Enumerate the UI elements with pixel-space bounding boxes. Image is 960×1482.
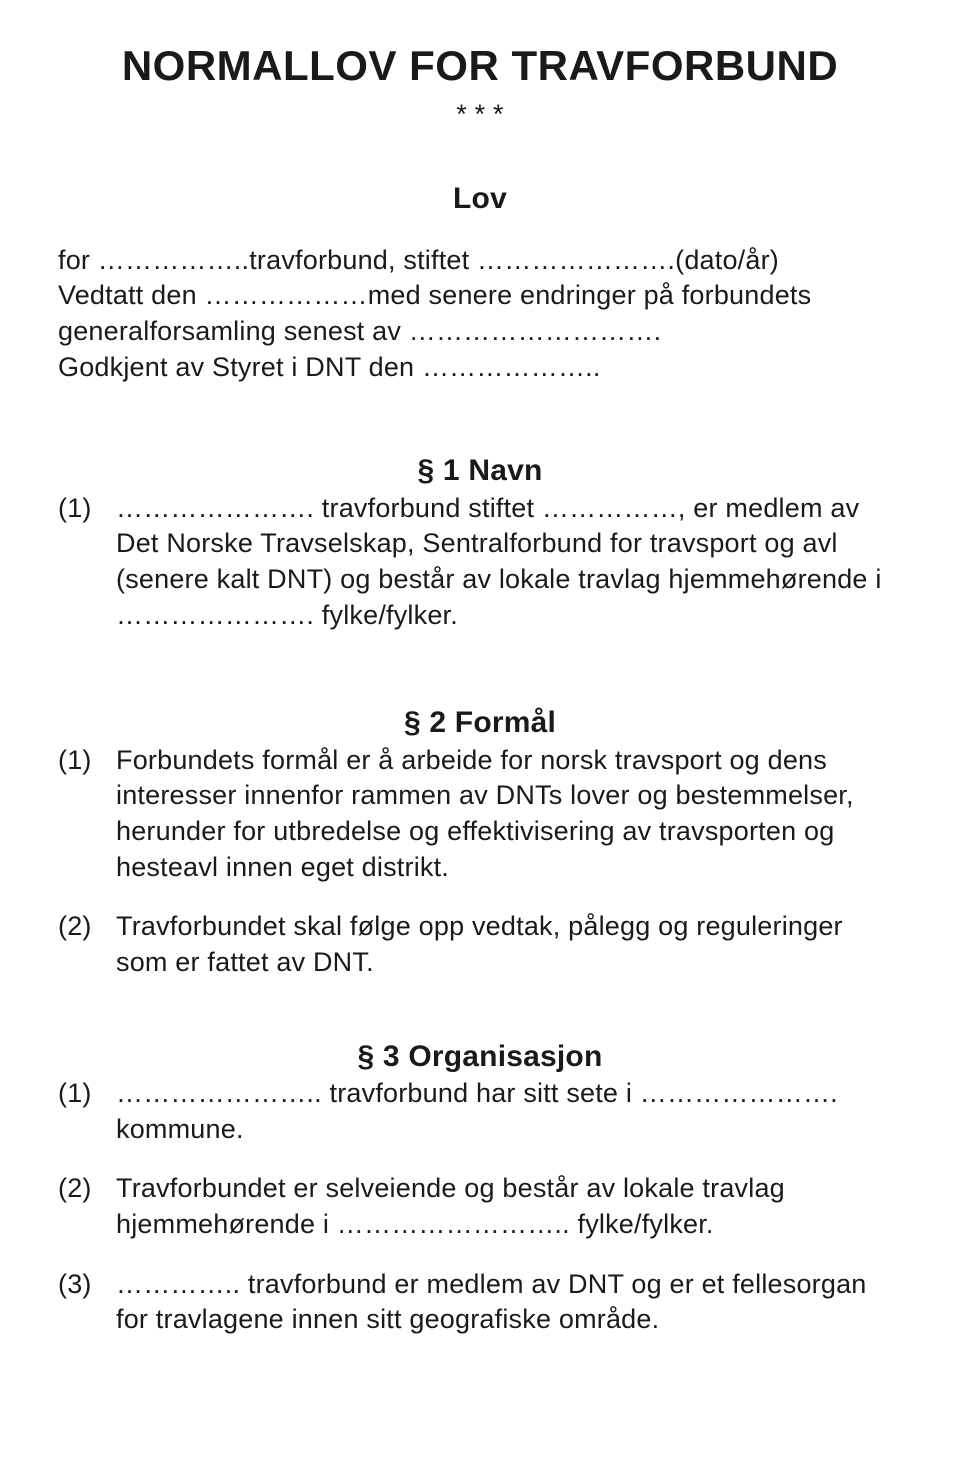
section-2-heading: § 2 Formål bbox=[58, 703, 902, 743]
clause-body: ………………….. travforbund har sitt sete i ……… bbox=[116, 1076, 902, 1147]
clause-body: …………………. travforbund stiftet ……………, er m… bbox=[116, 491, 902, 634]
clause-number: (2) bbox=[58, 909, 116, 945]
intro-line-1: for ……………..travforbund, stiftet ………………….… bbox=[58, 243, 902, 279]
clause-body: Travforbundet skal følge opp vedtak, pål… bbox=[116, 909, 902, 980]
intro-line-2: Vedtatt den ………………med senere endringer p… bbox=[58, 278, 902, 349]
page-title: NORMALLOV FOR TRAVFORBUND bbox=[58, 38, 902, 93]
title-stars: * * * bbox=[58, 97, 902, 133]
intro-block: for ……………..travforbund, stiftet ………………….… bbox=[58, 243, 902, 386]
clause-number: (1) bbox=[58, 743, 116, 779]
intro-line-3: Godkjent av Styret i DNT den ……………….. bbox=[58, 350, 902, 386]
clause-number: (3) bbox=[58, 1267, 116, 1303]
clause-2-2: (2) Travforbundet skal følge opp vedtak,… bbox=[58, 909, 902, 980]
section-3-heading: § 3 Organisasjon bbox=[58, 1037, 902, 1077]
clause-number: (1) bbox=[58, 491, 116, 527]
clause-body: Forbundets formål er å arbeide for norsk… bbox=[116, 743, 902, 886]
clause-body: ………….. travforbund er medlem av DNT og e… bbox=[116, 1267, 902, 1338]
clause-3-3: (3) ………….. travforbund er medlem av DNT … bbox=[58, 1267, 902, 1338]
section-1-heading: § 1 Navn bbox=[58, 451, 902, 491]
subtitle: Lov bbox=[58, 179, 902, 219]
clause-number: (1) bbox=[58, 1076, 116, 1112]
clause-body: Travforbundet er selveiende og består av… bbox=[116, 1171, 902, 1242]
clause-3-2: (2) Travforbundet er selveiende og bestå… bbox=[58, 1171, 902, 1242]
clause-1-1: (1) …………………. travforbund stiftet ……………, … bbox=[58, 491, 902, 634]
clause-3-1: (1) ………………….. travforbund har sitt sete … bbox=[58, 1076, 902, 1147]
clause-2-1: (1) Forbundets formål er å arbeide for n… bbox=[58, 743, 902, 886]
clause-number: (2) bbox=[58, 1171, 116, 1207]
